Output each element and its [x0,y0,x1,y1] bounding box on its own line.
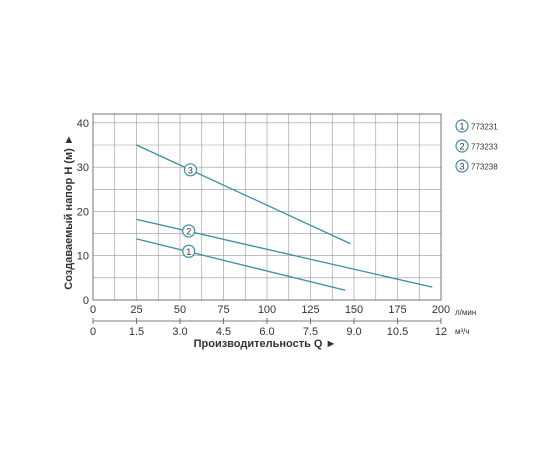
y-tick-label: 20 [77,206,89,218]
x-tick-label-secondary: 6.0 [259,326,274,338]
y-tick-label: 0 [83,295,89,307]
legend-marker-circle [455,119,469,133]
x-tick-label-primary: 125 [301,304,319,316]
x-tick-label-primary: 0 [90,304,96,316]
legend-entry-773231: 773231 [471,123,498,132]
series-marker-label: 3 [188,165,193,175]
x-tick-label-primary: 75 [217,304,229,316]
chart-axes: 0 10 20 30 40 0 25 50 75 100 125 150 175 200 0 1.5 3.0 4.… [77,113,450,338]
chart-legend: 1 773231 2 773233 3 773238 [455,119,498,173]
x-tick-label-secondary: 9.0 [346,326,361,338]
series-line-773231 [136,238,346,291]
series-marker-circle [182,244,196,258]
x-tick-label-primary: 100 [258,304,276,316]
legend-marker-label: 3 [459,162,464,172]
x-axis-label: Производительность Q ► [194,338,337,350]
x-tick-label-secondary: 3.0 [172,326,187,338]
x-tick-label-primary: 200 [432,304,450,316]
series-line-773238 [136,144,351,245]
x-tick-label-secondary: 0 [90,326,96,338]
series-marker-circle [183,163,198,177]
x-axis-unit-primary: л/мин [455,308,476,317]
series-marker-label: 2 [186,226,191,236]
x-tick-label-secondary: 4.5 [216,326,231,338]
y-axis-label: Создаваемый напор H (м) ► [63,134,75,289]
legend-marker-circle [455,159,469,173]
x-tick-label-secondary: 7.5 [303,326,318,338]
x-tick-label-secondary: 1.5 [129,326,144,338]
x-tick-label-primary: 150 [345,304,363,316]
legend-entry-773233: 773233 [471,143,498,152]
x-tick-label-primary: 175 [388,304,406,316]
plot-frame [92,113,442,301]
legend-marker-circle [455,139,469,153]
series-marker-circle [182,224,196,238]
y-tick-label: 40 [77,118,89,130]
chart-series: 1 2 3 [136,144,433,291]
x-tick-label-secondary: 12 [435,326,447,338]
y-tick-label: 30 [77,162,89,174]
y-tick-label: 10 [77,251,89,263]
legend-marker-label: 1 [459,122,464,132]
chart-grid [93,114,441,300]
series-line-773233 [136,218,433,288]
series-marker-label: 1 [186,247,191,257]
x-tick-label-primary: 50 [174,304,186,316]
legend-entry-773238: 773238 [471,163,498,172]
legend-marker-label: 2 [459,142,464,152]
x-tick-label-secondary: 10.5 [387,326,408,338]
x-axis-unit-secondary: м³/ч [455,327,470,336]
x-tick-label-primary: 25 [130,304,142,316]
